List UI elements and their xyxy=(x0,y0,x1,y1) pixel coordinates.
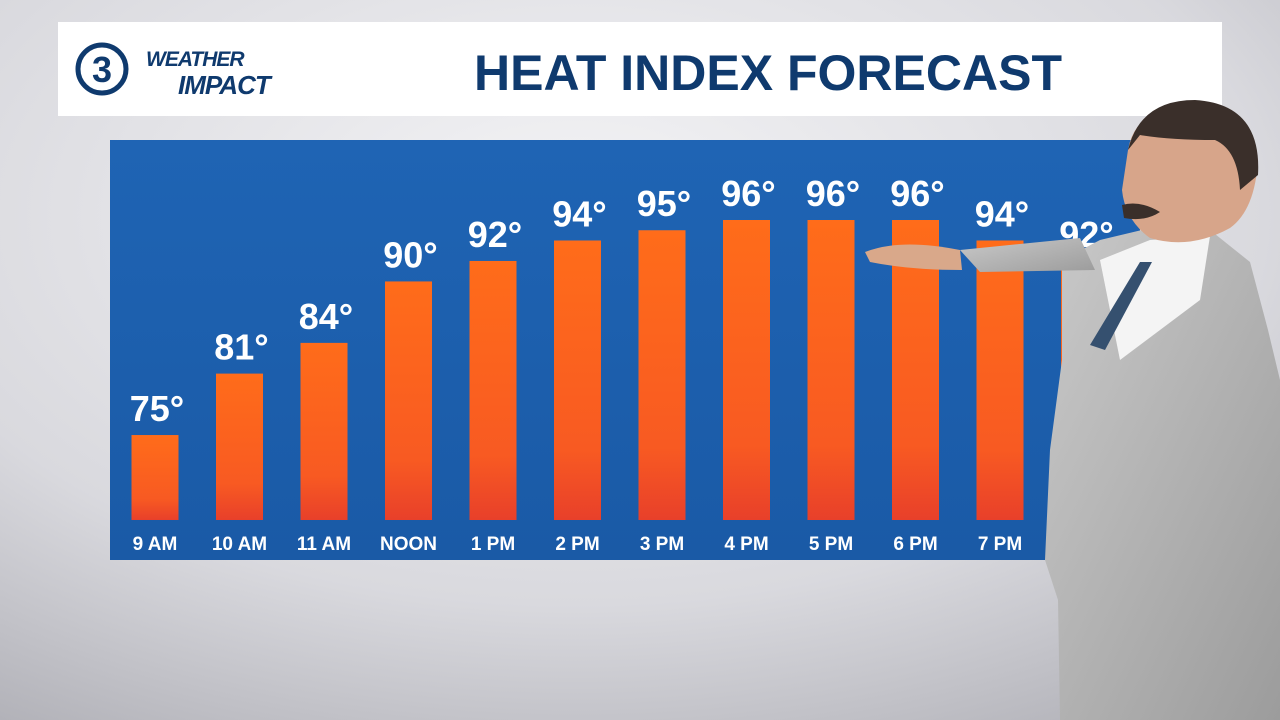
arm xyxy=(960,238,1095,272)
mustache xyxy=(1122,203,1160,220)
x-tick-label: NOON xyxy=(380,534,437,555)
bar xyxy=(385,281,432,520)
header-bar xyxy=(58,22,1222,116)
x-tick-label: 6 PM xyxy=(893,534,937,555)
x-tick-label: 7 PM xyxy=(978,534,1022,555)
x-tick-label: 9 AM xyxy=(133,534,178,555)
value-label: 84° xyxy=(299,296,353,337)
bar xyxy=(216,373,263,520)
value-label: 96° xyxy=(806,173,860,214)
logo-number: 3 xyxy=(92,49,112,90)
x-tick-label: 5 PM xyxy=(809,534,853,555)
value-label: 90° xyxy=(383,234,437,275)
tie xyxy=(1090,262,1152,350)
chart-title: HEAT INDEX FORECAST xyxy=(474,45,1062,101)
presenter xyxy=(865,100,1280,720)
x-tick-label: 3 PM xyxy=(640,534,684,555)
bar xyxy=(469,260,517,520)
value-label: 92° xyxy=(468,214,522,255)
suit xyxy=(1045,228,1280,720)
value-label: 94° xyxy=(975,193,1029,234)
value-label: 95° xyxy=(637,183,691,224)
shirt xyxy=(1100,236,1210,360)
logo-line1: WEATHER xyxy=(146,48,245,71)
bar xyxy=(131,435,179,520)
x-tick-label: 2 PM xyxy=(555,534,599,555)
x-tick-label: 10 AM xyxy=(212,534,267,555)
chart-panel xyxy=(110,140,1140,560)
x-tick-label: 1 PM xyxy=(471,534,515,555)
logo-circle xyxy=(75,42,129,96)
hair xyxy=(1128,100,1259,190)
value-label: 94° xyxy=(552,193,606,234)
bar xyxy=(807,220,855,520)
logo-line2: IMPACT xyxy=(178,70,273,100)
value-label: 96° xyxy=(890,173,944,214)
bar xyxy=(892,220,939,520)
x-tick-label: 4 PM xyxy=(724,534,768,555)
bar xyxy=(300,342,348,520)
x-tick-label: 11 AM xyxy=(297,534,351,555)
value-label: 75° xyxy=(130,388,184,429)
bar xyxy=(976,240,1024,521)
bar xyxy=(723,220,770,520)
bar xyxy=(638,230,686,521)
bar xyxy=(554,240,601,521)
value-label: 81° xyxy=(214,327,268,368)
value-label: 96° xyxy=(721,173,775,214)
hand xyxy=(865,244,962,270)
